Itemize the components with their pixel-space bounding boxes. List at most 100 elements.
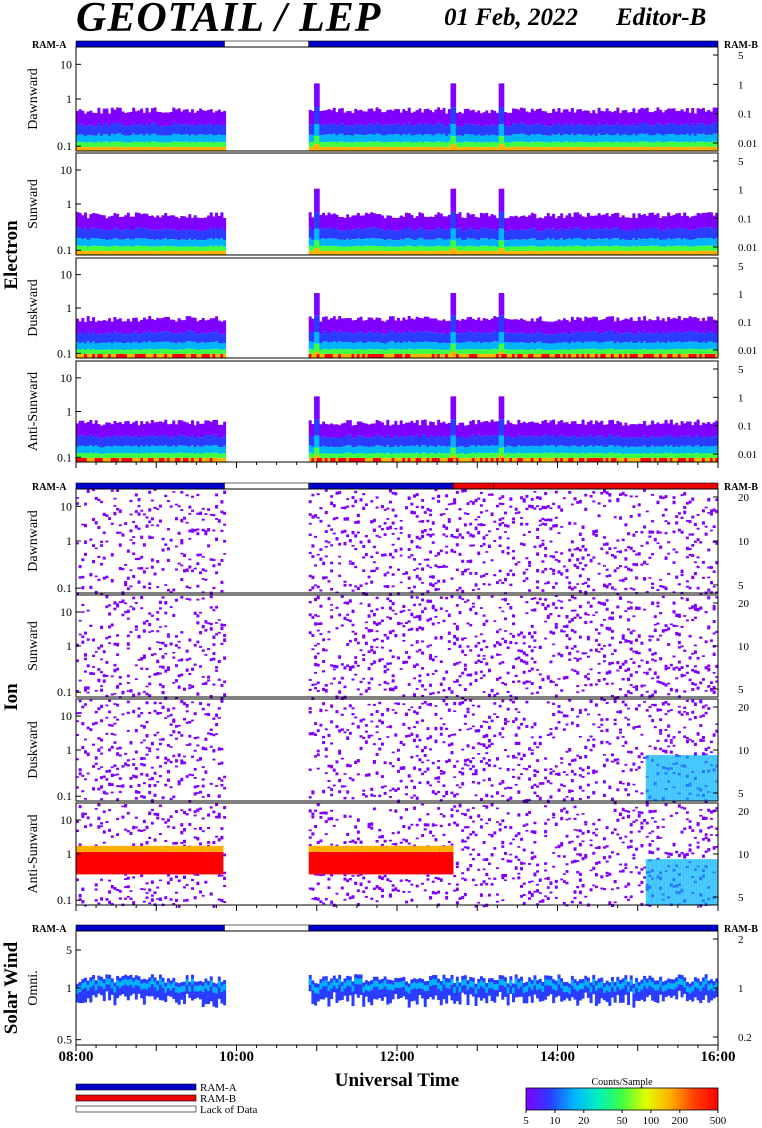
- right-tick-label: 2: [738, 934, 744, 946]
- colorbar-tick-label: 100: [643, 1115, 660, 1127]
- left-tick-label: 1: [66, 847, 72, 861]
- right-tick-label: 10: [738, 745, 750, 757]
- status-bar-segment: [224, 482, 310, 490]
- panel-label: Dawnward: [26, 68, 41, 129]
- status-bar-segment: [75, 924, 225, 932]
- right-tick-label: 10: [738, 849, 750, 861]
- left-tick-label: 0.1: [57, 685, 72, 699]
- status-bar-segment: [224, 924, 310, 932]
- ram-label-left: RAM-A: [32, 924, 67, 935]
- left-tick-label: 0.1: [57, 139, 72, 153]
- left-tick-label: 10: [60, 268, 72, 282]
- panel-label: Sunward: [26, 621, 41, 671]
- left-tick-label: 0.5: [57, 1033, 72, 1047]
- x-tick-label: 08:00: [59, 1049, 94, 1065]
- spectrogram-panel: [76, 188, 719, 255]
- ram-label-right: RAM-B: [724, 40, 758, 51]
- left-tick-label: 1: [66, 534, 72, 548]
- left-tick-label: 10: [60, 499, 72, 513]
- left-tick-label: 1: [66, 405, 72, 419]
- left-tick-label: 0.1: [57, 789, 72, 803]
- status-bar-segment: [308, 482, 454, 490]
- right-tick-label: 0.01: [738, 449, 757, 461]
- panel-label: Anti-Sunward: [26, 814, 41, 893]
- spectrogram-panel: [76, 293, 719, 358]
- date-label: 01 Feb, 2022: [444, 4, 579, 31]
- right-tick-label: 1: [738, 79, 744, 91]
- right-tick-label: 5: [738, 684, 744, 696]
- colorbar-tick-label: 20: [578, 1115, 590, 1127]
- spectrogram-panel: [76, 489, 719, 596]
- panel-frame: [75, 594, 719, 698]
- status-bar-segment: [492, 482, 719, 490]
- x-tick-label: 10:00: [219, 1049, 254, 1065]
- right-tick-label: 0.1: [738, 213, 752, 225]
- spectrogram-panel: [76, 595, 719, 701]
- left-tick-label: 1: [66, 301, 72, 315]
- right-tick-label: 0.01: [738, 242, 757, 254]
- panel-label: Duskward: [26, 721, 41, 779]
- legend-swatch: [75, 1083, 197, 1091]
- left-tick-label: 1: [66, 639, 72, 653]
- right-tick-label: 1: [738, 289, 744, 301]
- left-tick-label: 10: [60, 709, 72, 723]
- panel-label: Anti-Sunward: [26, 372, 41, 451]
- colorbar-tick-label: 5: [523, 1115, 529, 1127]
- ram-label-left: RAM-A: [32, 482, 67, 493]
- status-bar-segment: [75, 40, 225, 48]
- ram-label-left: RAM-A: [32, 40, 67, 51]
- left-tick-label: 10: [60, 371, 72, 385]
- right-tick-label: 10: [738, 641, 750, 653]
- left-tick-label: 0.1: [57, 893, 72, 907]
- right-tick-label: 0.1: [738, 317, 752, 329]
- panel-label: Dawnward: [26, 510, 41, 571]
- legend-label: RAM-B: [200, 1093, 236, 1105]
- legend-label: Lack of Data: [200, 1104, 258, 1116]
- colorbar-tick-label: 50: [617, 1115, 629, 1127]
- legend-label: RAM-A: [200, 1082, 237, 1094]
- status-bar-segment: [308, 40, 719, 48]
- right-tick-label: 20: [738, 806, 750, 818]
- x-tick-label: 12:00: [380, 1049, 415, 1065]
- right-tick-label: 0.1: [738, 109, 752, 121]
- left-tick-label: 10: [60, 163, 72, 177]
- colorbar-tick-label: 200: [672, 1115, 689, 1127]
- spectrogram-panel: [76, 396, 719, 462]
- left-tick-label: 0.1: [57, 581, 72, 595]
- right-tick-label: 20: [738, 702, 750, 714]
- right-tick-label: 5: [738, 364, 744, 376]
- left-tick-label: 5: [66, 943, 72, 957]
- right-tick-label: 10: [738, 536, 750, 548]
- right-tick-label: 0.2: [738, 1032, 752, 1044]
- group-label: Electron: [1, 220, 22, 290]
- left-tick-label: 10: [60, 813, 72, 827]
- colorbar-tick-label: 10: [549, 1115, 561, 1127]
- right-tick-label: 5: [738, 580, 744, 592]
- panel-label: Sunward: [26, 179, 41, 229]
- page-title: GEOTAIL / LEP: [76, 0, 382, 41]
- panel-label: Omni.: [26, 970, 41, 1005]
- right-tick-label: 20: [738, 598, 750, 610]
- right-tick-label: 1: [738, 983, 744, 995]
- status-bar-segment: [75, 482, 225, 490]
- right-tick-label: 0.1: [738, 421, 752, 433]
- colorbar-tick-label: 500: [710, 1115, 727, 1127]
- left-tick-label: 1: [66, 92, 72, 106]
- status-bar-segment: [452, 482, 494, 490]
- status-bar-segment: [308, 924, 719, 932]
- status-bar-segment: [224, 40, 310, 48]
- panel-label: Duskward: [26, 279, 41, 337]
- right-tick-label: 1: [738, 185, 744, 197]
- ram-label-right: RAM-B: [724, 924, 758, 935]
- left-tick-label: 0.1: [57, 346, 72, 360]
- right-tick-label: 5: [738, 788, 744, 800]
- left-tick-label: 1: [66, 197, 72, 211]
- group-label: Solar Wind: [1, 941, 22, 1034]
- legend-swatch: [75, 1094, 197, 1102]
- spectrogram-panel: [76, 803, 719, 908]
- left-tick-label: 10: [60, 57, 72, 71]
- colorbar-title: Counts/Sample: [591, 1077, 653, 1088]
- right-tick-label: 5: [738, 156, 744, 168]
- colorbar: [525, 1087, 719, 1111]
